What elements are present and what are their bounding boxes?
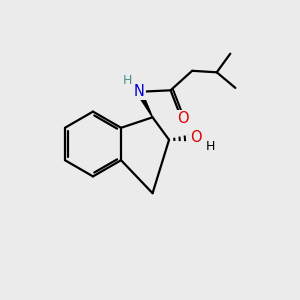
Polygon shape — [137, 91, 153, 117]
Text: N: N — [134, 84, 145, 99]
Text: O: O — [190, 130, 202, 145]
Text: H: H — [206, 140, 215, 154]
Text: H: H — [123, 74, 132, 87]
Text: O: O — [177, 111, 188, 126]
